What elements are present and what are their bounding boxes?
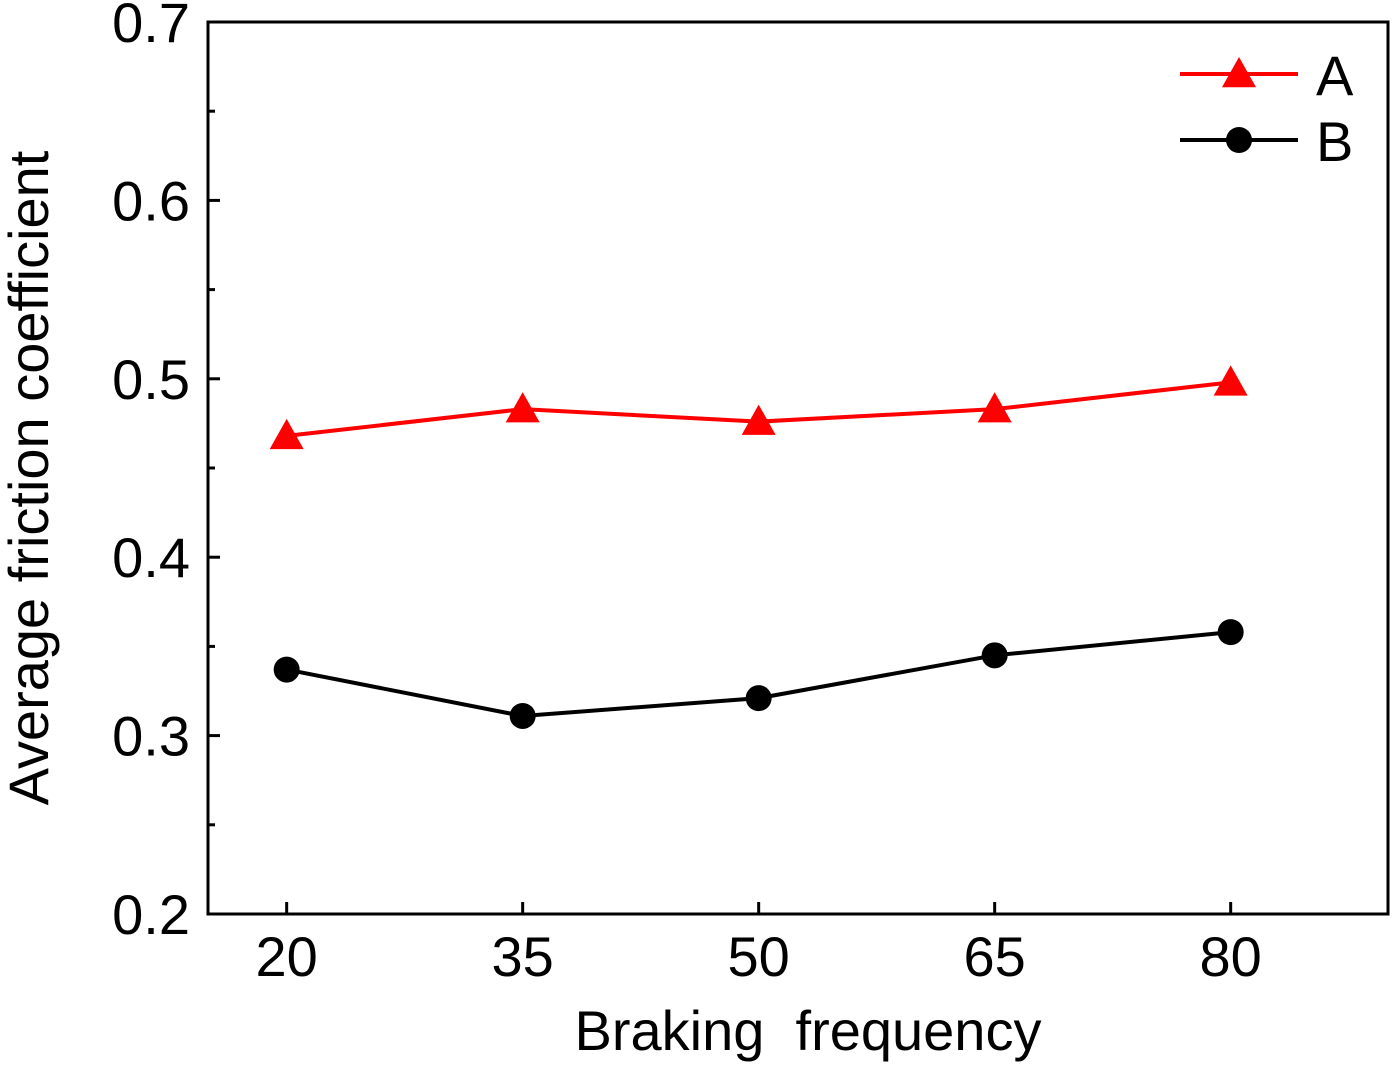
y-axis-title: Average friction coefficient — [0, 150, 60, 805]
legend-marker-b — [1226, 127, 1252, 153]
data-point-a — [1213, 365, 1248, 396]
data-point-a — [741, 404, 776, 435]
x-tick-label: 80 — [1200, 925, 1262, 988]
legend-label-b: B — [1316, 110, 1353, 173]
y-tick-label: 0.2 — [112, 883, 190, 946]
data-point-b — [981, 642, 1008, 669]
x-axis-title: Braking frequency — [575, 999, 1042, 1062]
x-tick-label: 65 — [964, 925, 1026, 988]
data-point-b — [1217, 619, 1244, 646]
legend-label-a: A — [1316, 44, 1354, 107]
data-point-b — [273, 656, 300, 683]
y-tick-label: 0.7 — [112, 0, 190, 54]
y-tick-label: 0.6 — [112, 169, 190, 232]
data-point-a — [269, 418, 304, 450]
legend-marker-a — [1222, 57, 1256, 88]
data-point-a — [505, 392, 540, 423]
y-tick-label: 0.4 — [112, 526, 190, 589]
x-tick-label: 35 — [492, 925, 554, 988]
x-tick-label: 20 — [256, 925, 318, 988]
x-tick-label: 50 — [728, 925, 790, 988]
series-layer — [269, 365, 1248, 729]
legend: AB — [1180, 44, 1354, 173]
data-point-b — [509, 702, 536, 729]
y-tick-label: 0.3 — [112, 705, 190, 768]
y-axis: 0.2 0.3 0.4 0.5 0.6 0.7 — [112, 0, 220, 946]
x-axis: 20 35 50 65 80 — [256, 902, 1262, 988]
y-tick-label: 0.5 — [112, 348, 190, 411]
data-point-b — [745, 685, 772, 712]
plot-frame — [206, 20, 1390, 916]
data-point-a — [977, 392, 1012, 423]
